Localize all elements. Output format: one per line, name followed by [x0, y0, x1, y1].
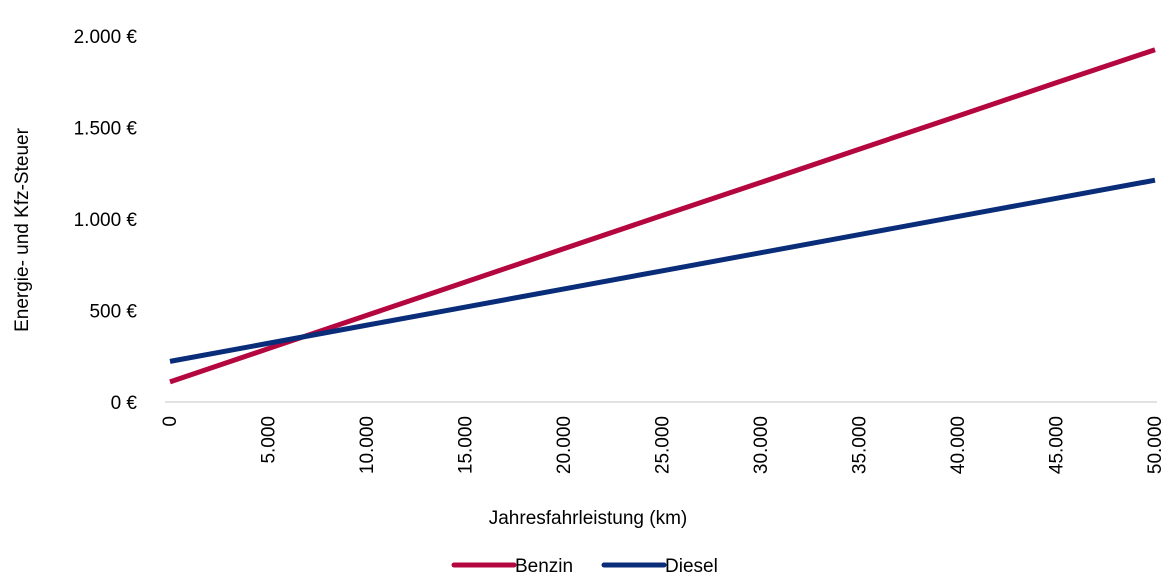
- series-line-benzin: [169, 47, 1156, 385]
- x-tick-label: 15.000: [456, 416, 477, 474]
- x-tick-label: 45.000: [1047, 416, 1068, 474]
- x-axis-title: Jahresfahrleistung (km): [489, 508, 688, 529]
- x-tick-label: 0: [160, 416, 181, 427]
- x-tick-label: 20.000: [554, 416, 575, 474]
- x-tick-label: 5.000: [259, 416, 280, 464]
- y-tick-label: 500 €: [89, 302, 137, 323]
- legend-label-diesel: Diesel: [665, 556, 718, 577]
- legend: Benzin Diesel: [451, 556, 718, 577]
- x-tick-label: 25.000: [653, 416, 674, 474]
- x-tick-label: 50.000: [1145, 416, 1166, 474]
- y-tick-label: 0 €: [111, 393, 138, 414]
- y-tick-label: 1.500 €: [74, 119, 138, 140]
- y-axis-title: Energie- und Kfz-Steuer: [12, 127, 33, 332]
- x-tick-label: 10.000: [357, 416, 378, 474]
- x-tick-label: 30.000: [751, 416, 772, 474]
- x-tick-label: 40.000: [948, 416, 969, 474]
- y-tick-label: 1.000 €: [74, 210, 138, 231]
- x-tick-label: 35.000: [850, 416, 871, 474]
- series-line-diesel: [169, 177, 1156, 364]
- y-tick-label: 2.000 €: [74, 27, 138, 48]
- legend-label-benzin: Benzin: [515, 556, 573, 577]
